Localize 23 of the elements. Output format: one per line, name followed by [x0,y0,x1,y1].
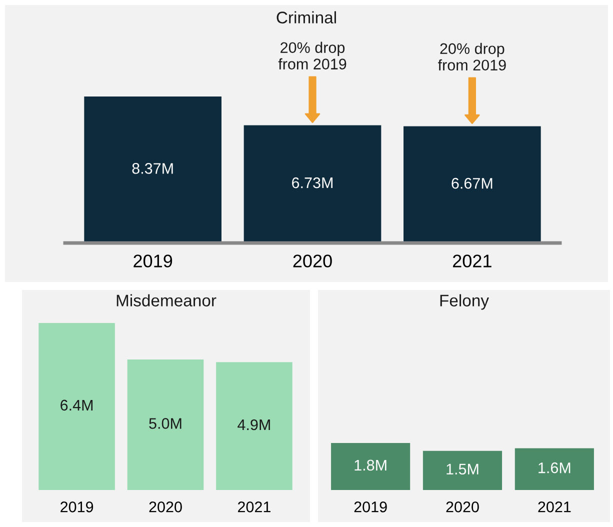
x-tick-label: 2019 [354,502,387,512]
text: 20% drop from 2019 [278,42,346,70]
data-label: 8.37M [132,163,173,174]
x-tick-label: 2019 [60,502,94,512]
chart-title: Criminal [276,11,336,24]
data-label: 1.8M [354,460,386,471]
chart-title: Misdemeanor [116,294,216,306]
data-label: 6.4M [60,400,93,411]
data-label: 1.6M [538,462,570,474]
data-label: 6.67M [452,178,492,189]
x-tick-label: 2020 [293,254,332,268]
data-label: 1.5M [446,464,478,475]
x-tick-label: 2019 [134,254,172,268]
x-tick-label: 2021 [238,502,270,512]
data-label: 4.9M [238,419,270,430]
x-tick-label: 2021 [538,502,571,512]
x-tick-label: 2021 [453,254,492,268]
data-label: 6.73M [292,177,332,188]
x-tick-label: 2020 [446,502,479,512]
text: 20% drop from 2019 [438,42,506,71]
chart-title: Felony [440,294,489,310]
x-tick-label: 2020 [149,502,182,512]
data-label: 5.0M [149,418,182,429]
